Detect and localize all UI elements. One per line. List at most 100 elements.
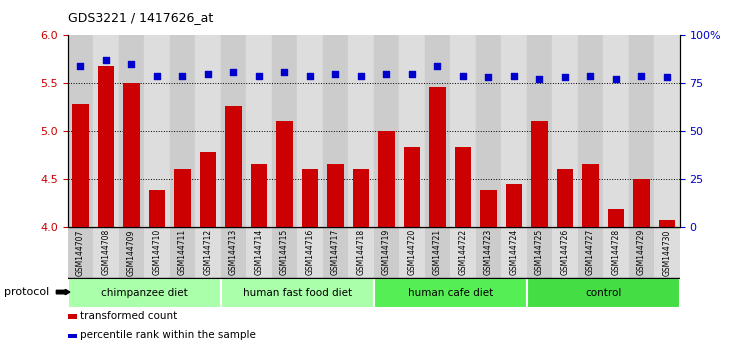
Bar (526, 227, 552, 278)
Text: GSM144724: GSM144724 (509, 229, 518, 275)
Bar (429, 87, 445, 227)
Text: GSM144723: GSM144723 (484, 229, 493, 275)
Bar (608, 209, 624, 227)
Bar (399, 227, 424, 278)
Point (279, 69, 291, 75)
Bar (170, 227, 195, 278)
Point (533, 76, 545, 82)
Text: GSM144714: GSM144714 (255, 229, 264, 275)
Text: GSM144708: GSM144708 (101, 229, 110, 275)
Point (355, 73, 367, 78)
Point (304, 73, 316, 78)
Text: transformed count: transformed count (80, 311, 177, 321)
Bar (93, 227, 119, 278)
Bar (403, 147, 420, 227)
Bar (323, 35, 348, 227)
Bar (72, 104, 89, 227)
Bar (526, 35, 552, 227)
Bar (659, 220, 675, 227)
Point (457, 73, 469, 78)
Text: GSM144707: GSM144707 (76, 229, 85, 275)
Bar (578, 227, 603, 278)
Text: GSM144711: GSM144711 (178, 229, 187, 275)
Point (610, 76, 622, 82)
Bar (373, 278, 526, 308)
Bar (501, 35, 526, 227)
Bar (246, 35, 272, 227)
Bar (552, 35, 578, 227)
Bar (352, 169, 369, 227)
Text: GSM144721: GSM144721 (433, 229, 442, 275)
Bar (297, 227, 323, 278)
Bar (98, 66, 114, 227)
Bar (221, 35, 246, 227)
Text: human fast food diet: human fast food diet (243, 288, 351, 298)
Bar (629, 227, 654, 278)
Text: GSM144710: GSM144710 (152, 229, 161, 275)
Point (482, 75, 494, 80)
Bar (272, 227, 297, 278)
Bar (221, 278, 373, 308)
Point (176, 73, 189, 78)
Bar (450, 227, 475, 278)
Text: percentile rank within the sample: percentile rank within the sample (80, 330, 256, 340)
Point (508, 73, 520, 78)
Text: GSM144720: GSM144720 (407, 229, 416, 275)
Bar (225, 106, 242, 227)
Bar (195, 227, 221, 278)
Bar (603, 227, 629, 278)
Bar (654, 227, 680, 278)
Bar (68, 35, 93, 227)
Point (125, 61, 137, 67)
Text: GSM144728: GSM144728 (611, 229, 620, 275)
Bar (221, 227, 246, 278)
Bar (450, 35, 475, 227)
Point (431, 63, 443, 69)
Text: GSM144722: GSM144722 (458, 229, 467, 275)
Bar (327, 164, 344, 227)
Bar (174, 169, 191, 227)
Bar (373, 227, 399, 278)
Bar (144, 35, 170, 227)
Bar (68, 227, 93, 278)
Text: GSM144729: GSM144729 (637, 229, 646, 275)
Point (228, 69, 240, 75)
Point (202, 71, 214, 76)
Bar (251, 164, 267, 227)
Text: GSM144713: GSM144713 (229, 229, 238, 275)
Point (253, 73, 265, 78)
Point (151, 73, 163, 78)
Point (584, 73, 596, 78)
Bar (378, 131, 395, 227)
Bar (323, 227, 348, 278)
Bar (200, 152, 216, 227)
Bar (93, 35, 119, 227)
Bar (195, 35, 221, 227)
Bar (373, 35, 399, 227)
Text: GDS3221 / 1417626_at: GDS3221 / 1417626_at (68, 11, 213, 24)
Bar (119, 35, 144, 227)
Bar (552, 227, 578, 278)
Bar (526, 278, 680, 308)
Point (661, 75, 673, 80)
Bar (578, 35, 603, 227)
Bar (149, 190, 165, 227)
Text: GSM144716: GSM144716 (306, 229, 315, 275)
Text: protocol: protocol (4, 287, 49, 297)
Bar (424, 35, 450, 227)
Text: GSM144719: GSM144719 (382, 229, 391, 275)
Bar (603, 35, 629, 227)
Point (100, 57, 112, 63)
Point (635, 73, 647, 78)
Bar (399, 35, 424, 227)
Bar (633, 179, 650, 227)
Bar (170, 35, 195, 227)
Bar (480, 190, 496, 227)
Bar (475, 227, 501, 278)
Text: chimpanzee diet: chimpanzee diet (101, 288, 188, 298)
Bar (424, 227, 450, 278)
Point (330, 71, 342, 76)
Bar (272, 35, 297, 227)
Text: GSM144727: GSM144727 (586, 229, 595, 275)
Bar (276, 121, 293, 227)
